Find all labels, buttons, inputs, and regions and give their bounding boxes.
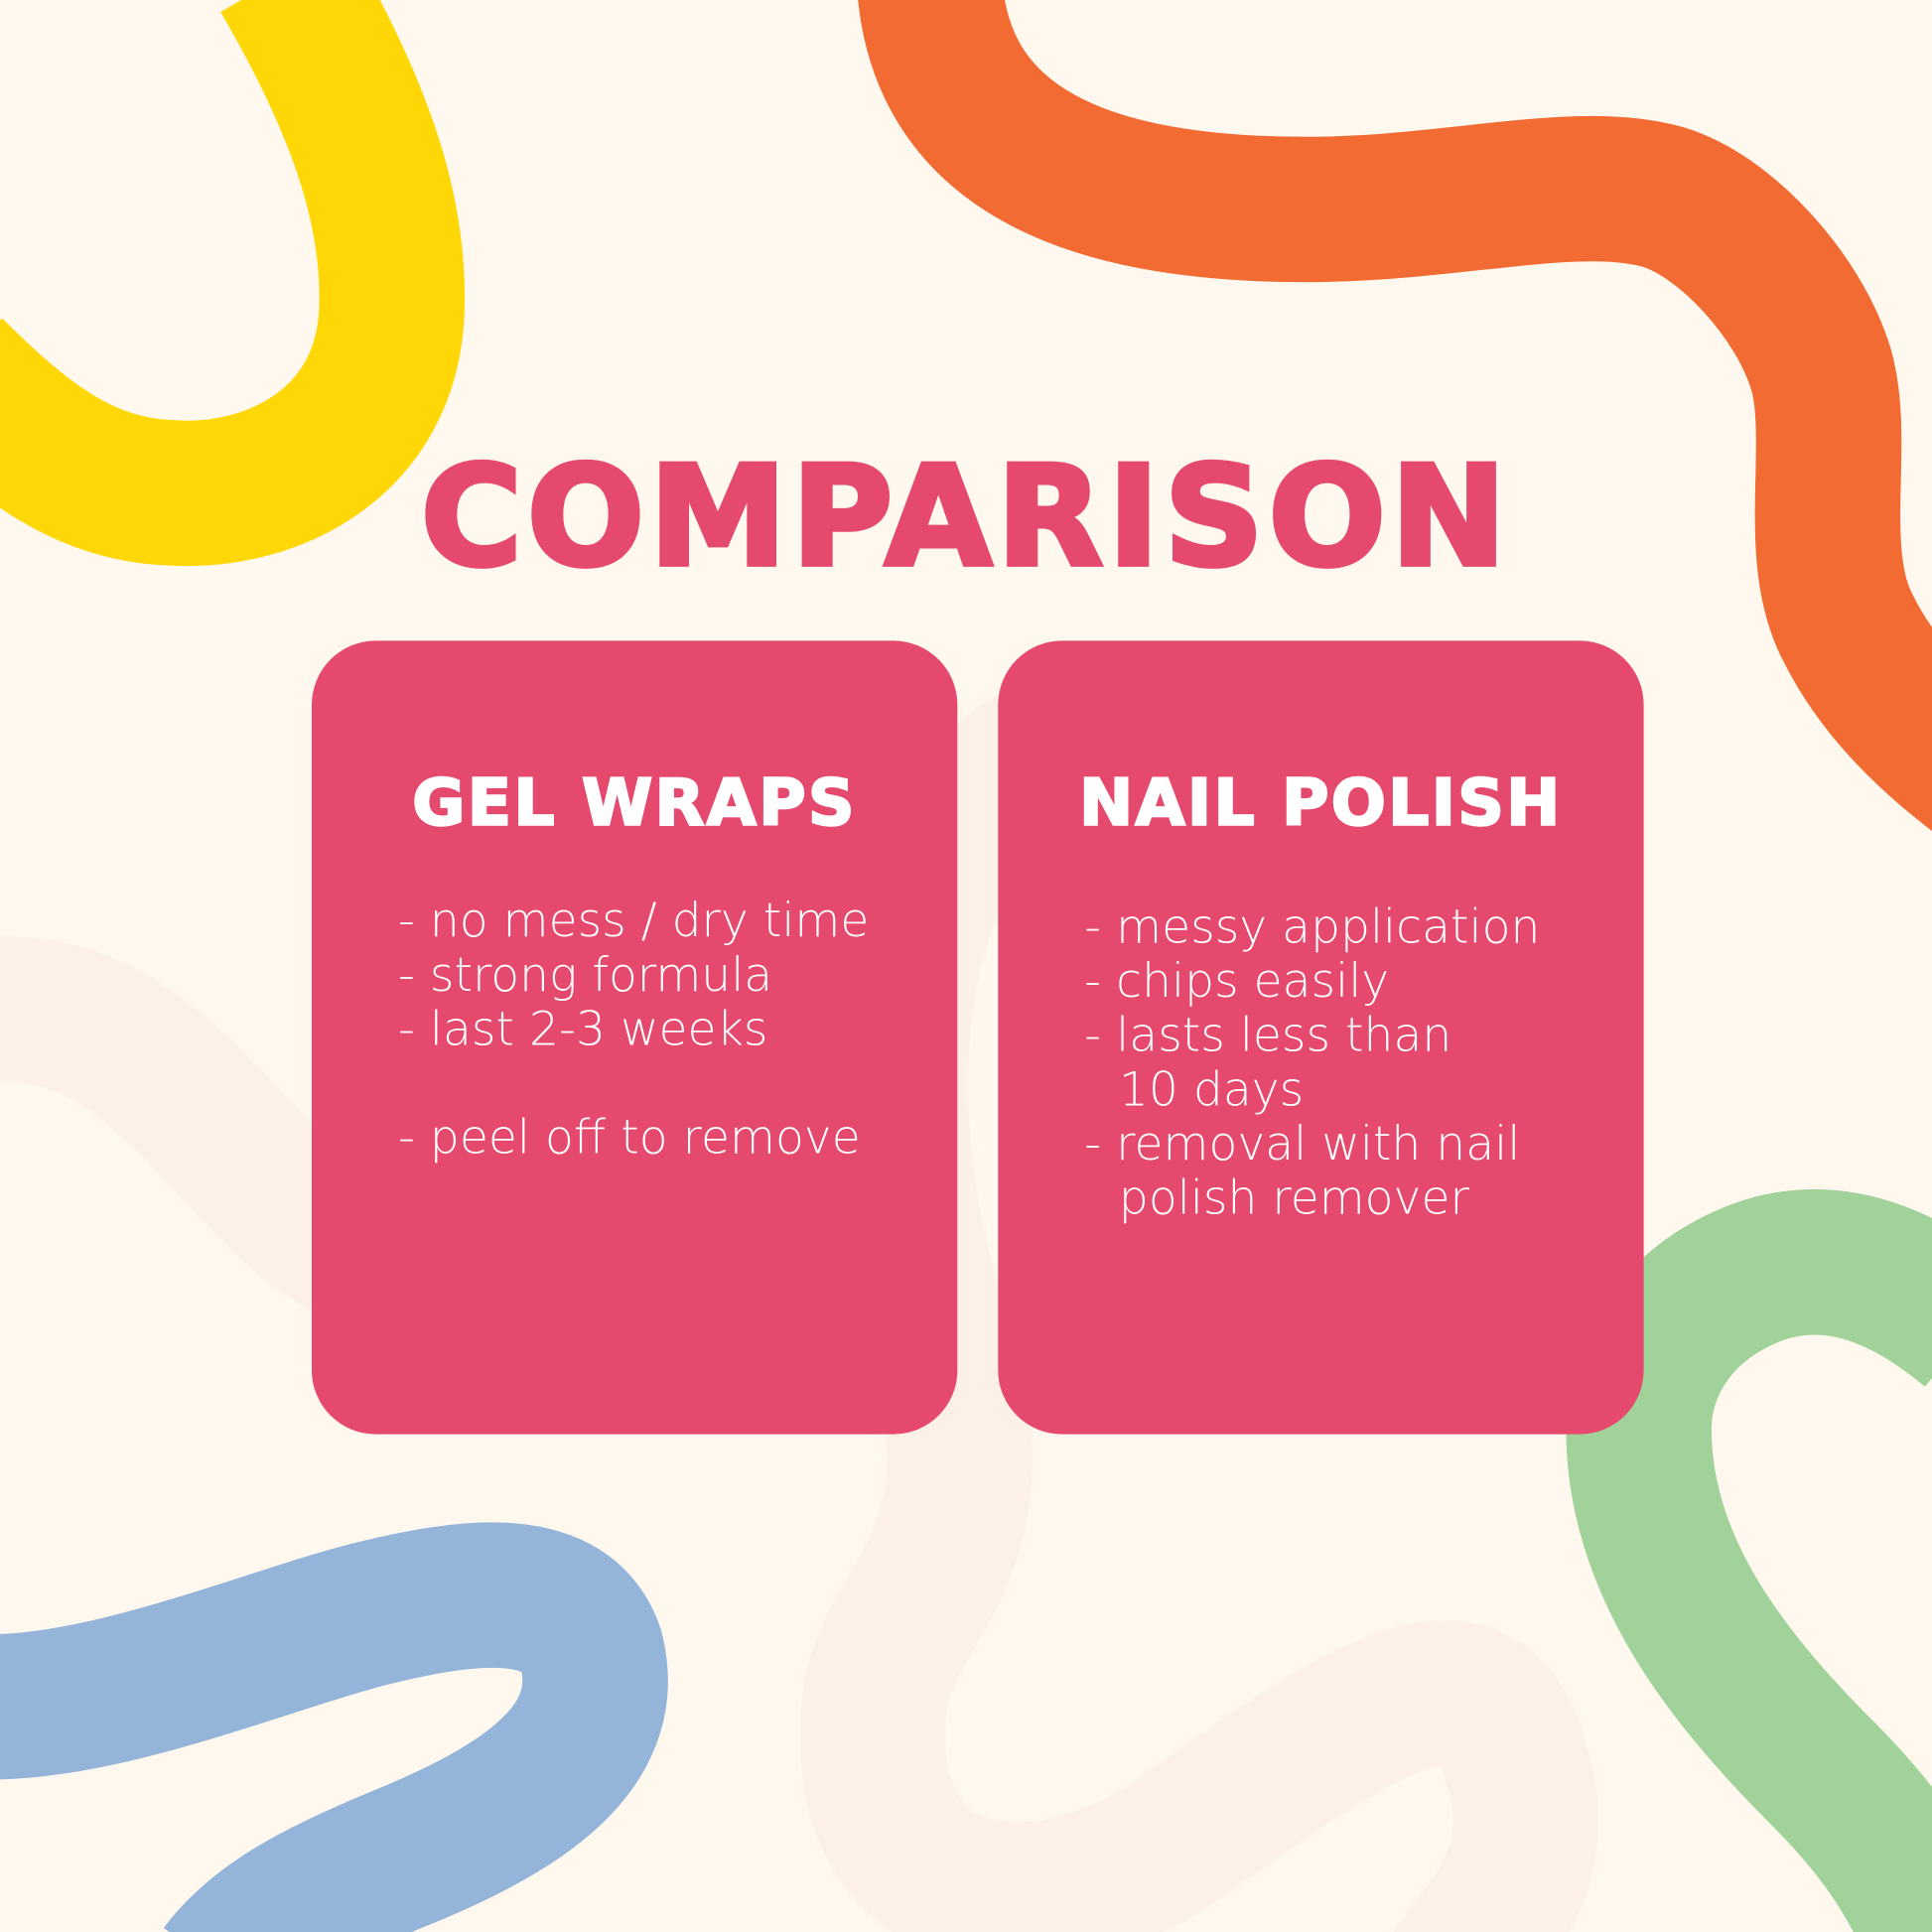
list-item: strong formula xyxy=(398,947,870,1002)
card-gel-wraps: GEL WRAPS no mess / dry time strong form… xyxy=(311,640,958,1435)
list-item: messy application xyxy=(1084,899,1577,954)
green-squiggle xyxy=(1566,1189,1932,1932)
list-item: last 2-3 weeks xyxy=(398,1002,870,1056)
feature-list: no mess / dry time strong formula last 2… xyxy=(398,894,870,1165)
list-item: lasts less than 10 days xyxy=(1084,1008,1476,1116)
page-title: COMPARISON xyxy=(418,435,1512,600)
card-nail-polish: NAIL POLISH messy application chips easi… xyxy=(998,640,1644,1435)
list-item: no mess / dry time xyxy=(398,894,869,948)
blue-squiggle xyxy=(0,1522,668,1932)
feature-list: messy application chips easily lasts les… xyxy=(1084,899,1577,1225)
list-item: peel off to remove xyxy=(398,1110,870,1165)
card-heading: GEL WRAPS xyxy=(411,765,857,842)
list-item: removal with nail polish remover xyxy=(1084,1116,1575,1224)
orange-squiggle xyxy=(858,0,1932,832)
card-heading: NAIL POLISH xyxy=(1078,765,1563,842)
yellow-squiggle xyxy=(0,0,466,567)
list-item: chips easily xyxy=(1084,954,1577,1009)
